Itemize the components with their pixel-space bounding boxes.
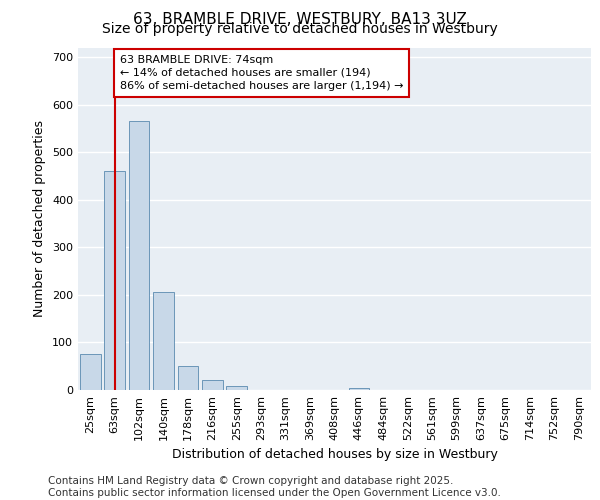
Bar: [153, 292, 174, 390]
X-axis label: Distribution of detached houses by size in Westbury: Distribution of detached houses by size …: [172, 448, 497, 462]
Bar: [349, 388, 370, 390]
Bar: [80, 354, 101, 390]
Bar: [202, 380, 223, 390]
Bar: [128, 121, 149, 390]
Bar: [226, 386, 247, 390]
Bar: [178, 366, 199, 390]
Text: Contains HM Land Registry data © Crown copyright and database right 2025.
Contai: Contains HM Land Registry data © Crown c…: [48, 476, 501, 498]
Text: 63, BRAMBLE DRIVE, WESTBURY, BA13 3UZ: 63, BRAMBLE DRIVE, WESTBURY, BA13 3UZ: [133, 12, 467, 28]
Y-axis label: Number of detached properties: Number of detached properties: [34, 120, 46, 318]
Bar: [104, 171, 125, 390]
Text: Size of property relative to detached houses in Westbury: Size of property relative to detached ho…: [102, 22, 498, 36]
Text: 63 BRAMBLE DRIVE: 74sqm
← 14% of detached houses are smaller (194)
86% of semi-d: 63 BRAMBLE DRIVE: 74sqm ← 14% of detache…: [119, 54, 403, 91]
